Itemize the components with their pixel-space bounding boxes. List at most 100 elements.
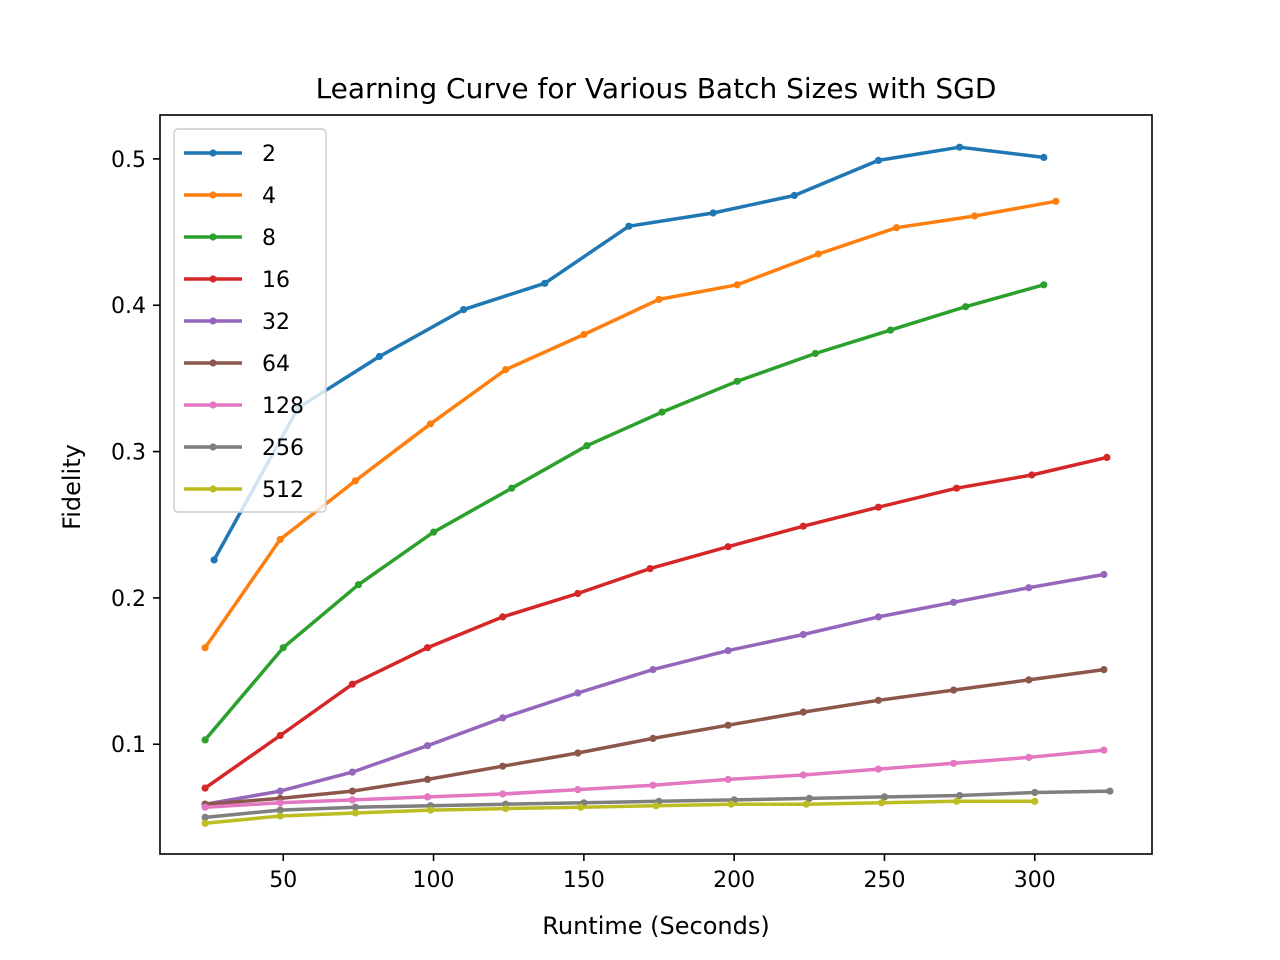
data-point-512-6 (652, 802, 660, 810)
data-point-16-7 (724, 543, 732, 551)
chart-title: Learning Curve for Various Batch Sizes w… (316, 72, 997, 105)
data-point-256-0 (201, 813, 209, 822)
data-point-8-2 (354, 581, 362, 589)
data-point-512-8 (802, 800, 810, 808)
legend-label-32: 32 (262, 310, 290, 335)
data-point-4-7 (733, 281, 741, 289)
data-point-4-10 (971, 212, 979, 220)
y-tick-label-0.5: 0.5 (111, 148, 146, 173)
data-point-128-7 (724, 775, 732, 784)
data-point-16-4 (499, 613, 507, 621)
legend-marker-256 (209, 443, 217, 451)
data-point-128-5 (574, 786, 582, 794)
data-point-64-6 (649, 734, 657, 743)
data-point-64-10 (950, 686, 958, 694)
plot-frame (159, 114, 1153, 855)
data-point-8-0 (201, 736, 209, 744)
data-point-8-1 (279, 644, 287, 652)
data-point-2-4 (541, 279, 549, 287)
data-point-2-2 (375, 352, 383, 361)
data-point-64-9 (874, 696, 883, 704)
data-point-4-6 (655, 295, 663, 303)
data-point-64-4 (499, 762, 507, 770)
data-point-4-3 (426, 420, 435, 428)
data-point-8-7 (733, 377, 741, 385)
data-point-8-11 (1040, 281, 1048, 289)
data-point-512-3 (426, 806, 435, 814)
data-point-32-2 (348, 768, 356, 776)
data-point-2-6 (709, 209, 717, 217)
data-point-128-12 (1100, 746, 1108, 754)
data-point-64-7 (724, 721, 732, 729)
data-point-128-0 (201, 803, 209, 811)
data-point-4-1 (276, 535, 284, 544)
x-axis-label: Runtime (Seconds) (542, 912, 769, 940)
data-point-16-5 (574, 589, 582, 598)
legend-marker-512 (209, 485, 217, 493)
data-point-256-10 (956, 791, 964, 800)
data-point-32-9 (874, 613, 883, 621)
data-point-32-10 (950, 598, 958, 606)
data-point-16-10 (953, 484, 961, 492)
data-point-16-9 (874, 503, 883, 511)
y-tick-label-0.2: 0.2 (111, 587, 146, 612)
data-point-128-9 (874, 765, 883, 773)
legend-marker-16 (209, 275, 217, 283)
legend-marker-8 (209, 233, 217, 241)
legend-label-4: 4 (262, 184, 276, 209)
legend-label-128: 128 (262, 394, 304, 419)
data-point-2-10 (1040, 153, 1048, 161)
data-point-16-6 (646, 565, 654, 573)
data-point-4-0 (201, 644, 209, 652)
data-point-32-6 (649, 666, 657, 674)
data-point-128-3 (423, 793, 432, 801)
data-point-128-2 (348, 796, 356, 804)
y-tick-label-0.1: 0.1 (111, 733, 146, 758)
legend-marker-2 (209, 149, 217, 157)
data-point-512-4 (502, 805, 510, 813)
y-tick-label-0.3: 0.3 (111, 441, 146, 466)
data-point-64-8 (799, 708, 807, 716)
legend-marker-32 (209, 317, 217, 325)
data-point-2-8 (874, 156, 883, 164)
data-point-256-2 (351, 803, 359, 811)
data-point-256-1 (276, 806, 284, 814)
data-point-32-5 (574, 689, 582, 697)
data-point-128-10 (950, 759, 958, 767)
legend-marker-4 (209, 191, 217, 199)
x-tick-label-100: 100 (413, 868, 455, 893)
data-point-4-8 (814, 250, 822, 258)
data-point-256-12 (1106, 787, 1114, 795)
data-point-256-11 (1031, 788, 1039, 797)
data-point-64-12 (1100, 666, 1108, 674)
series-line-4 (203, 199, 1057, 649)
x-tick-label-200: 200 (713, 868, 755, 893)
data-point-32-12 (1100, 570, 1108, 579)
data-point-8-6 (658, 408, 666, 416)
data-point-256-9 (880, 793, 889, 801)
data-point-2-3 (460, 306, 468, 314)
legend: 2 4 8 16 32 64 128 256 512 (173, 128, 327, 513)
data-point-16-12 (1103, 453, 1111, 461)
data-point-8-8 (811, 349, 819, 358)
axes-layer: 50 100 150 200 250 300 0.1 0.2 0.3 0.4 0.5 (111, 114, 1153, 893)
legend-label-2: 2 (262, 142, 276, 167)
data-point-8-5 (583, 442, 591, 450)
data-point-128-1 (276, 799, 284, 807)
legend-label-256: 256 (262, 436, 304, 461)
data-point-8-4 (508, 484, 516, 492)
data-point-128-6 (649, 781, 657, 789)
x-tick-label-50: 50 (269, 868, 297, 893)
data-point-512-11 (1031, 797, 1039, 805)
data-point-8-3 (430, 528, 438, 536)
data-point-2-9 (956, 143, 964, 151)
data-point-4-5 (580, 330, 588, 339)
data-point-512-10 (953, 797, 961, 805)
data-point-256-8 (805, 794, 813, 803)
data-point-32-7 (724, 647, 732, 655)
data-point-64-11 (1025, 676, 1033, 684)
x-tick-label-300: 300 (1014, 868, 1056, 893)
series-layer (201, 143, 1114, 827)
legend-box (173, 128, 327, 513)
